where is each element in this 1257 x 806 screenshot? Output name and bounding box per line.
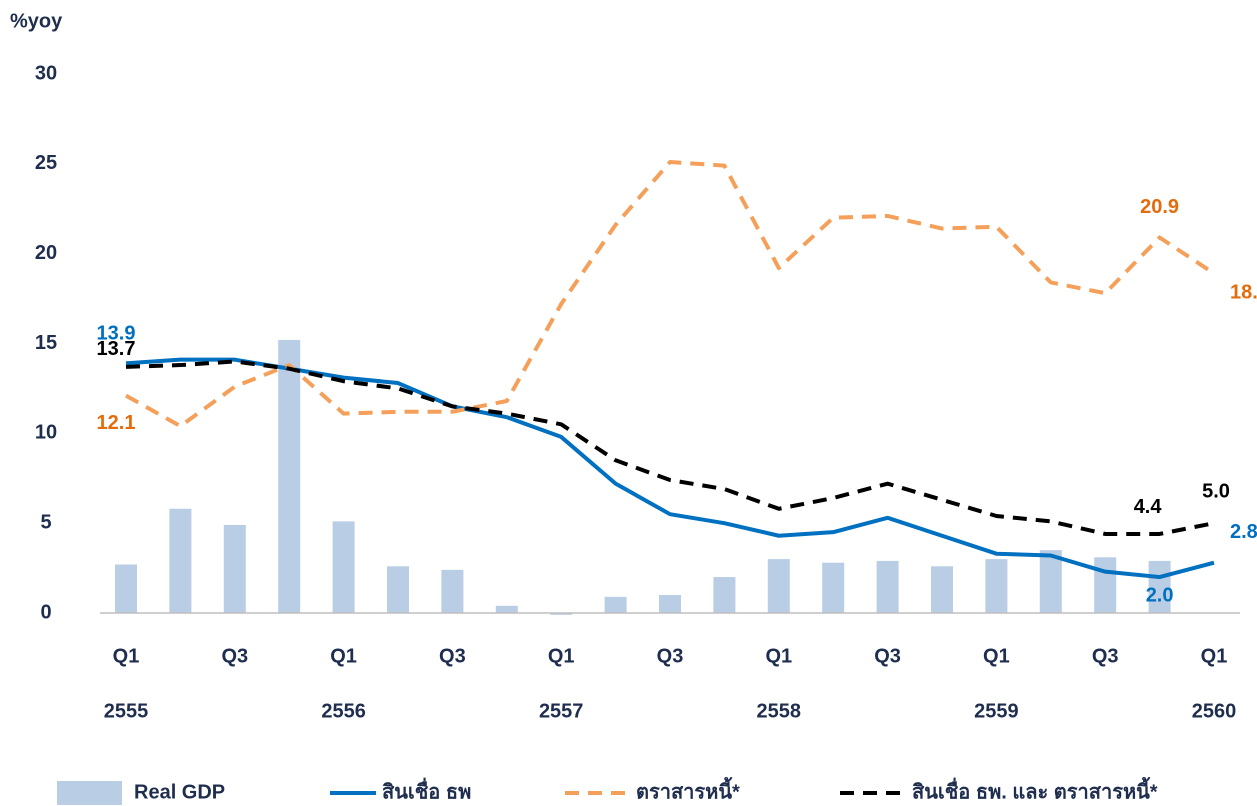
data-label: 13.7: [97, 338, 136, 360]
x-tick-label: Q1: [330, 645, 357, 667]
data-label: 18.9: [1230, 282, 1257, 304]
y-tick-label: 10: [35, 422, 57, 444]
bar: [332, 521, 355, 613]
data-label: 2.0: [1146, 584, 1174, 606]
bar: [1039, 550, 1062, 613]
x-group-label: 2556: [321, 700, 366, 722]
bar: [659, 595, 681, 613]
bar: [169, 508, 192, 613]
x-group-label: 2558: [757, 700, 802, 722]
x-tick-label: Q3: [439, 645, 466, 667]
y-tick-label: 20: [35, 242, 57, 264]
bar: [767, 559, 790, 613]
x-group-label: 2560: [1192, 700, 1237, 722]
line: [125, 359, 1215, 536]
x-tick-label: Q3: [1092, 645, 1119, 667]
x-tick-label: Q3: [221, 645, 248, 667]
legend-label: ตราสารหนี้*: [636, 776, 740, 803]
x-tick-label: Q1: [113, 645, 140, 667]
x-tick-label: Q1: [548, 645, 575, 667]
y-tick-label: 5: [40, 511, 51, 533]
y-axis-label: %yoy: [10, 10, 63, 32]
bar: [604, 596, 627, 613]
line: [125, 357, 1215, 580]
bar: [985, 559, 1008, 613]
bar: [1094, 557, 1117, 613]
x-group-label: 2559: [974, 700, 1019, 722]
bar: [550, 613, 573, 615]
x-tick-label: Q3: [874, 645, 901, 667]
x-tick-label: Q1: [765, 645, 792, 667]
data-label: 20.9: [1140, 196, 1179, 218]
bar: [387, 566, 409, 613]
bar: [713, 577, 736, 613]
x-group-label: 2555: [104, 700, 149, 722]
bar: [223, 524, 246, 613]
bar: [495, 605, 518, 613]
x-group-label: 2557: [539, 700, 584, 722]
y-tick-label: 0: [40, 601, 51, 623]
bar: [278, 339, 301, 613]
y-tick-label: 15: [35, 332, 57, 354]
bar: [822, 562, 845, 613]
bar: [115, 564, 137, 613]
x-tick-label: Q1: [983, 645, 1010, 667]
bar: [931, 566, 953, 613]
y-tick-label: 25: [35, 152, 57, 174]
x-tick-label: Q1: [1201, 645, 1228, 667]
data-label: 4.4: [1134, 496, 1163, 518]
data-label: 5.0: [1202, 480, 1230, 502]
legend-swatch: [57, 781, 122, 805]
line: [125, 160, 1216, 429]
data-label: 13.9: [97, 323, 136, 345]
legend-label: สินเชื่อ ธพ. และ ตราสารหนี้*: [912, 776, 1158, 803]
legend-label: Real GDP: [134, 781, 225, 803]
bar: [876, 560, 899, 613]
x-tick-label: Q3: [657, 645, 684, 667]
data-label: 12.1: [97, 412, 136, 434]
legend-label: สินเชื่อ ธพ: [382, 776, 471, 803]
bar: [441, 569, 464, 613]
y-tick-label: 30: [35, 62, 57, 84]
data-label: 2.8: [1230, 521, 1257, 543]
